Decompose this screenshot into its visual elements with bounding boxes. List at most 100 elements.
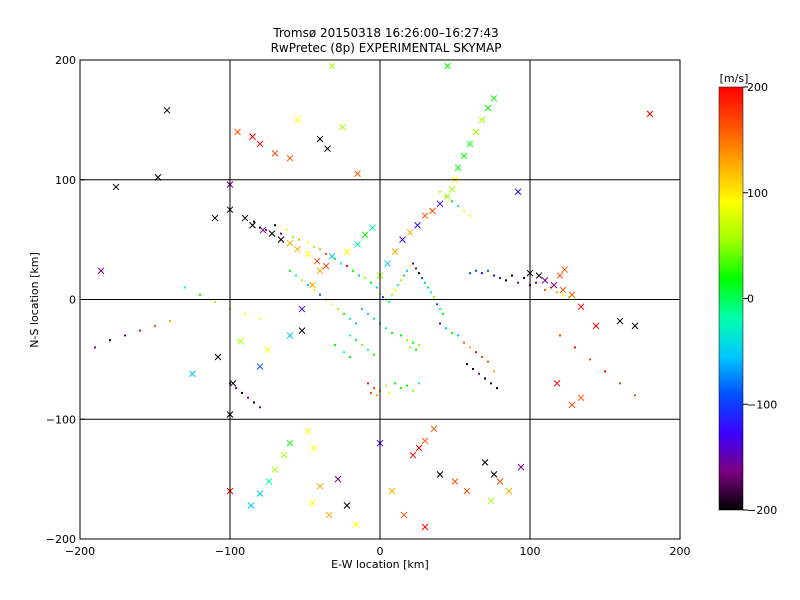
cross-marker-54 bbox=[328, 62, 336, 70]
dot-marker-35 bbox=[424, 281, 426, 284]
cross-marker-61 bbox=[286, 239, 294, 247]
cross-marker-89 bbox=[463, 487, 471, 495]
dot-marker-59 bbox=[418, 344, 420, 347]
dot-marker-13 bbox=[340, 262, 342, 265]
y-tick-label: −100 bbox=[46, 413, 76, 426]
dot-marker-97 bbox=[511, 274, 513, 277]
dot-marker-57 bbox=[406, 339, 408, 342]
cross-marker-22 bbox=[189, 370, 196, 378]
dot-marker-69 bbox=[400, 387, 402, 390]
cross-marker-47 bbox=[460, 152, 468, 160]
cross-marker-108 bbox=[286, 439, 294, 447]
cross-marker-33 bbox=[369, 224, 376, 232]
cross-marker-28 bbox=[316, 267, 324, 275]
cross-marker-37 bbox=[399, 236, 406, 243]
dot-marker-65 bbox=[370, 391, 372, 394]
cross-marker-80 bbox=[553, 379, 561, 387]
dot-marker-140 bbox=[451, 200, 453, 203]
dot-marker-88 bbox=[490, 382, 492, 385]
colorbar-ticks: 200 100 0 −100 −200 bbox=[743, 81, 777, 517]
dot-marker-31 bbox=[412, 262, 414, 265]
cross-marker-98 bbox=[334, 475, 342, 483]
colorbar-tick-label: −200 bbox=[747, 504, 777, 517]
dot-marker-116 bbox=[139, 329, 141, 332]
colorbar-unit: [m/s] bbox=[720, 72, 749, 85]
cross-marker-0 bbox=[163, 106, 171, 114]
dot-marker-138 bbox=[439, 190, 441, 193]
cross-marker-12 bbox=[112, 183, 120, 191]
cross-marker-72 bbox=[577, 303, 585, 311]
dot-marker-84 bbox=[466, 363, 468, 366]
dot-marker-29 bbox=[406, 269, 408, 272]
cross-marker-5 bbox=[286, 154, 294, 162]
cross-marker-103 bbox=[310, 444, 318, 452]
dot-marker-18 bbox=[370, 281, 372, 284]
dot-marker-118 bbox=[109, 339, 111, 342]
dot-marker-110 bbox=[214, 300, 216, 303]
dot-marker-30 bbox=[409, 264, 411, 267]
dot-marker-108 bbox=[184, 286, 186, 289]
dot-marker-41 bbox=[442, 312, 444, 315]
colorbar-tick-label: −100 bbox=[747, 398, 777, 411]
dot-marker-125 bbox=[319, 293, 321, 296]
dot-marker-129 bbox=[343, 312, 345, 315]
dot-marker-78 bbox=[463, 341, 465, 344]
x-tick-label: 200 bbox=[670, 545, 691, 558]
dot-marker-38 bbox=[433, 296, 435, 299]
cross-marker-42 bbox=[436, 200, 444, 208]
dot-marker-23 bbox=[388, 300, 390, 303]
x-tick-label: −200 bbox=[65, 545, 95, 558]
dot-marker-98 bbox=[517, 281, 519, 284]
dot-marker-44 bbox=[373, 317, 375, 320]
cross-marker-88 bbox=[451, 478, 459, 485]
cross-marker-82 bbox=[577, 394, 585, 402]
dot-marker-122 bbox=[301, 279, 303, 282]
dot-marker-139 bbox=[445, 195, 447, 198]
dot-marker-11 bbox=[325, 252, 327, 255]
cross-marker-99 bbox=[316, 482, 324, 490]
x-axis-label: E-W location [km] bbox=[331, 558, 429, 571]
dot-marker-62 bbox=[367, 382, 369, 385]
dot-marker-4 bbox=[280, 232, 282, 235]
x-axis-ticks: −200 −100 0 100 200 bbox=[65, 534, 691, 558]
dot-marker-142 bbox=[463, 209, 465, 212]
dot-marker-135 bbox=[604, 370, 606, 373]
x-tick-label: 100 bbox=[520, 545, 541, 558]
dot-marker-85 bbox=[472, 367, 474, 370]
cross-marker-21 bbox=[237, 338, 244, 345]
cross-marker-10 bbox=[354, 170, 361, 178]
cross-marker-32 bbox=[361, 231, 369, 239]
dot-marker-51 bbox=[367, 348, 369, 351]
dot-marker-36 bbox=[427, 286, 429, 289]
dot-marker-131 bbox=[355, 322, 357, 325]
dot-marker-61 bbox=[415, 348, 417, 351]
cross-marker-81 bbox=[568, 401, 576, 409]
dot-marker-70 bbox=[406, 384, 408, 387]
dot-marker-75 bbox=[445, 327, 447, 330]
dot-marker-42 bbox=[361, 308, 363, 311]
dot-marker-71 bbox=[412, 389, 414, 392]
x-tick-label: 0 bbox=[377, 545, 384, 558]
cross-marker-100 bbox=[325, 511, 333, 519]
chart-title-line2: RwPretec (8p) EXPERIMENTAL SKYMAP bbox=[271, 41, 502, 55]
dot-marker-56 bbox=[400, 334, 402, 337]
dot-marker-6 bbox=[292, 236, 294, 239]
dot-marker-24 bbox=[391, 293, 393, 296]
dot-marker-63 bbox=[373, 387, 375, 390]
dot-marker-86 bbox=[478, 372, 480, 375]
cross-marker-84 bbox=[421, 437, 429, 445]
y-tick-label: 0 bbox=[69, 294, 76, 307]
dot-marker-119 bbox=[94, 346, 96, 349]
dot-marker-50 bbox=[361, 344, 363, 347]
dot-marker-147 bbox=[247, 396, 249, 399]
cross-marker-86 bbox=[409, 451, 417, 459]
cross-marker-96 bbox=[352, 521, 360, 528]
y-tick-label: 100 bbox=[55, 174, 76, 187]
cross-marker-4 bbox=[271, 150, 279, 157]
cross-marker-92 bbox=[496, 478, 504, 485]
dot-marker-33 bbox=[418, 272, 420, 275]
cross-marker-24 bbox=[264, 346, 271, 354]
cross-marker-65 bbox=[322, 262, 330, 270]
cross-marker-27 bbox=[309, 281, 316, 289]
cross-marker-79 bbox=[561, 266, 568, 273]
